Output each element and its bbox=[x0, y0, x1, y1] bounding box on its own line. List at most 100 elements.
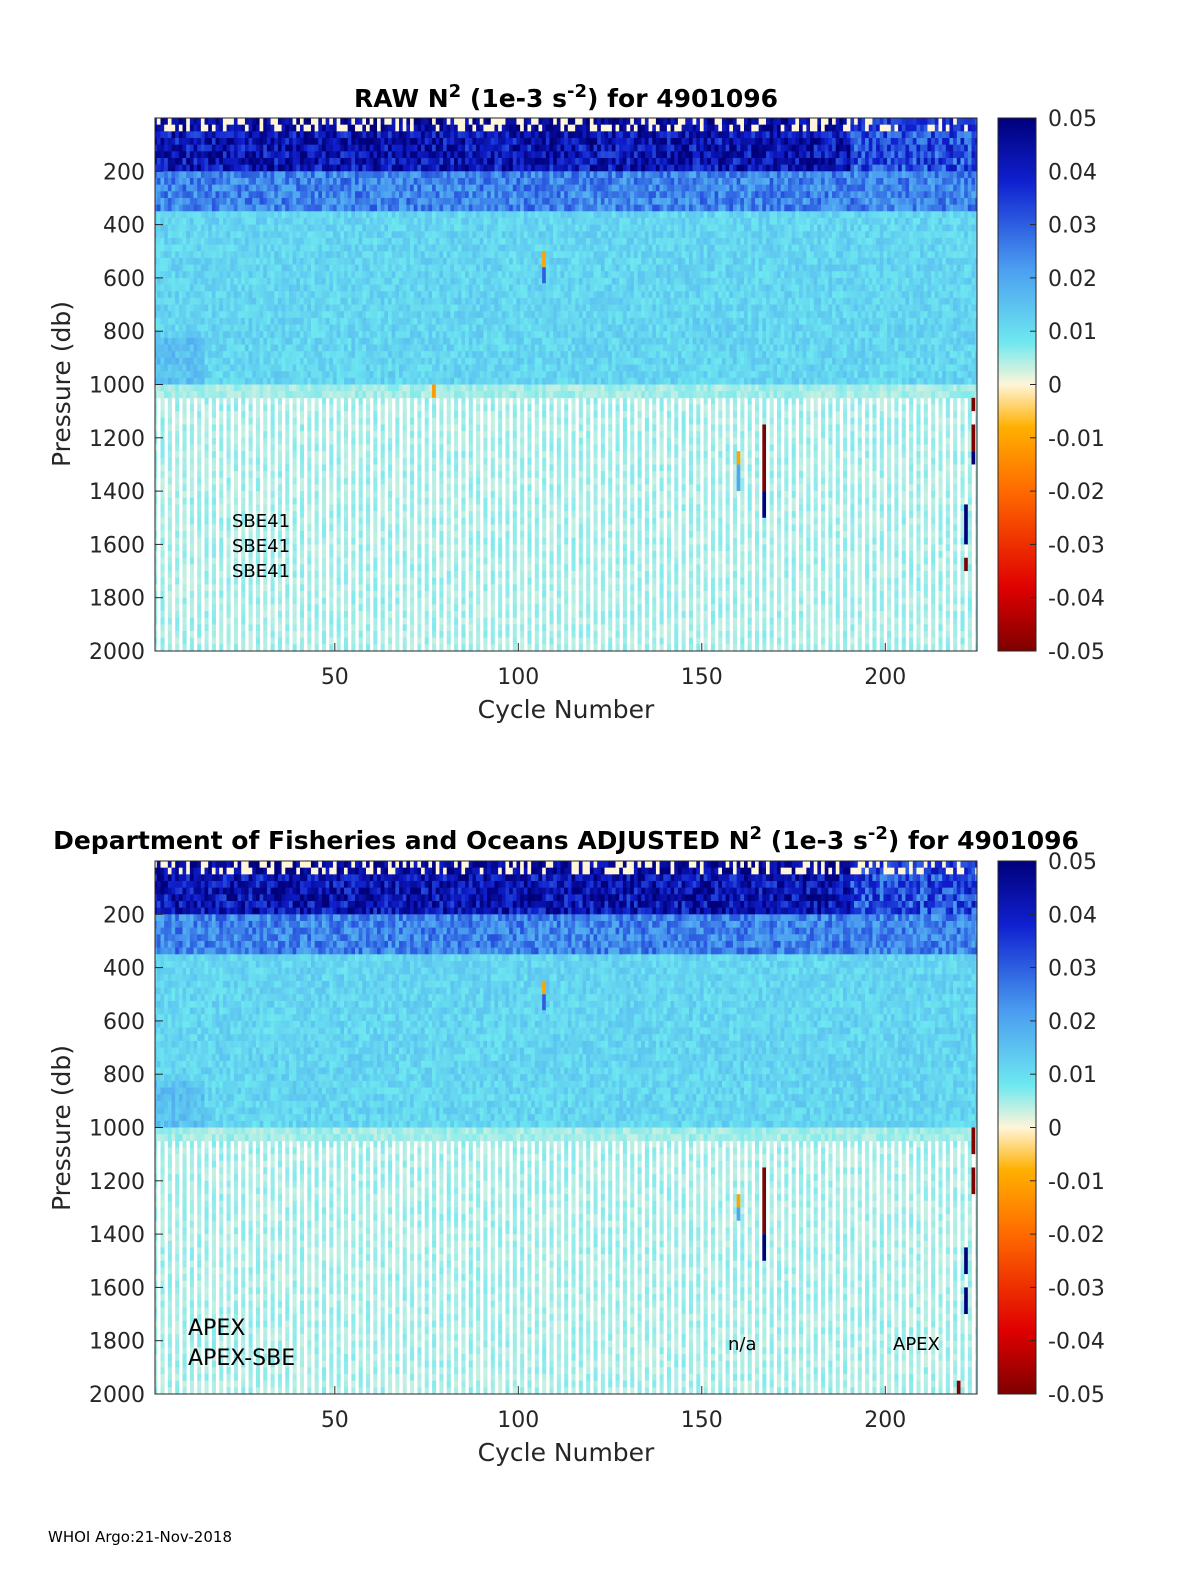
heatmap-cell bbox=[446, 317, 451, 325]
heatmap-cell bbox=[336, 137, 341, 146]
heatmap-cell bbox=[292, 217, 297, 225]
heatmap-cell bbox=[156, 364, 161, 372]
heatmap-cell bbox=[358, 531, 363, 539]
heatmap-cell bbox=[310, 384, 316, 392]
heatmap-cell bbox=[446, 231, 451, 239]
heatmap-cell bbox=[237, 157, 242, 166]
heatmap-cell bbox=[263, 484, 268, 492]
heatmap-cell bbox=[197, 451, 202, 459]
heatmap-cell bbox=[182, 464, 187, 472]
heatmap-cell bbox=[314, 544, 319, 552]
heatmap-cell bbox=[182, 304, 187, 312]
heatmap-cell bbox=[285, 471, 290, 479]
heatmap-cell bbox=[226, 524, 231, 532]
heatmap-cell bbox=[358, 297, 363, 305]
heatmap-cell bbox=[186, 297, 191, 305]
heatmap-cell bbox=[233, 197, 238, 206]
heatmap-cell bbox=[366, 244, 371, 252]
heatmap-cell bbox=[175, 264, 180, 272]
heatmap-cell bbox=[252, 211, 257, 219]
heatmap-cell bbox=[358, 571, 363, 579]
heatmap-cell bbox=[197, 317, 202, 325]
heatmap-cell bbox=[274, 237, 279, 245]
heatmap-cell bbox=[373, 591, 378, 599]
heatmap-cell bbox=[439, 397, 444, 405]
heatmap-cell bbox=[164, 284, 169, 292]
heatmap-cell bbox=[373, 231, 378, 239]
heatmap-cell bbox=[299, 217, 305, 225]
heatmap-cell bbox=[314, 637, 319, 645]
heatmap-cell bbox=[343, 417, 349, 425]
heatmap-cell bbox=[351, 271, 356, 279]
heatmap-cell bbox=[222, 384, 227, 392]
heatmap-cell bbox=[321, 524, 327, 532]
heatmap-cell bbox=[303, 277, 308, 285]
heatmap-cell bbox=[292, 451, 297, 459]
heatmap-cell bbox=[226, 217, 231, 225]
heatmap-cell bbox=[303, 164, 308, 172]
heatmap-cell bbox=[432, 257, 437, 265]
heatmap-cell bbox=[384, 371, 389, 379]
heatmap-cell bbox=[358, 557, 363, 565]
heatmap-cell bbox=[340, 371, 345, 379]
heatmap-cell bbox=[248, 171, 253, 179]
heatmap-cell bbox=[263, 437, 268, 445]
heatmap-cell bbox=[255, 484, 260, 492]
heatmap-cell bbox=[402, 617, 407, 625]
heatmap-cell bbox=[182, 324, 187, 332]
heatmap-cell bbox=[248, 251, 253, 259]
heatmap-cell bbox=[222, 324, 227, 332]
heatmap-cell bbox=[285, 611, 290, 619]
heatmap-cell bbox=[167, 131, 172, 139]
heatmap-cell bbox=[343, 171, 349, 179]
heatmap-cell bbox=[380, 424, 385, 432]
heatmap-cell bbox=[439, 644, 444, 651]
heatmap-cell bbox=[230, 377, 235, 385]
heatmap-cell bbox=[248, 631, 253, 639]
heatmap-cell bbox=[270, 351, 275, 359]
heatmap-cell bbox=[325, 271, 330, 279]
heatmap-cell bbox=[314, 177, 319, 186]
heatmap-cell bbox=[241, 164, 246, 172]
heatmap-cell bbox=[366, 437, 371, 445]
heatmap-cell bbox=[200, 364, 205, 372]
heatmap-cell bbox=[329, 364, 334, 372]
heatmap-cell bbox=[167, 537, 172, 545]
heatmap-cell bbox=[391, 191, 396, 199]
heatmap-cell bbox=[219, 524, 224, 532]
heatmap-cell bbox=[241, 484, 246, 492]
heatmap-cell bbox=[362, 297, 367, 305]
heatmap-cell bbox=[285, 251, 290, 259]
heatmap-cell bbox=[182, 591, 187, 599]
heatmap-cell bbox=[230, 251, 235, 259]
heatmap-cell bbox=[373, 544, 378, 552]
heatmap-cell bbox=[263, 297, 268, 305]
heatmap-cell bbox=[285, 544, 290, 552]
heatmap-cell bbox=[299, 197, 305, 206]
heatmap-cell bbox=[318, 217, 323, 225]
heatmap-cell bbox=[410, 118, 415, 126]
heatmap-cell bbox=[343, 317, 349, 325]
heatmap-cell bbox=[410, 337, 415, 345]
heatmap-cell bbox=[413, 204, 418, 212]
heatmap-cell bbox=[351, 284, 356, 292]
heatmap-cell bbox=[230, 237, 235, 245]
heatmap-cell bbox=[248, 404, 253, 412]
heatmap-cell bbox=[399, 151, 404, 159]
heatmap-cell bbox=[222, 131, 227, 139]
heatmap-cell bbox=[299, 291, 305, 299]
heatmap-cell bbox=[186, 151, 191, 159]
heatmap-cell bbox=[160, 597, 165, 605]
heatmap-cell bbox=[252, 351, 257, 359]
heatmap-cell bbox=[155, 497, 158, 505]
heatmap-cell bbox=[329, 351, 334, 359]
heatmap-cell bbox=[314, 411, 319, 419]
heatmap-cell bbox=[248, 224, 253, 232]
heatmap-cell bbox=[255, 471, 260, 479]
heatmap-cell bbox=[377, 177, 382, 186]
heatmap-cell bbox=[171, 177, 176, 186]
heatmap-cell bbox=[204, 377, 209, 385]
heatmap-cell bbox=[211, 637, 216, 645]
heatmap-cell bbox=[248, 304, 253, 312]
heatmap-cell bbox=[362, 184, 367, 192]
